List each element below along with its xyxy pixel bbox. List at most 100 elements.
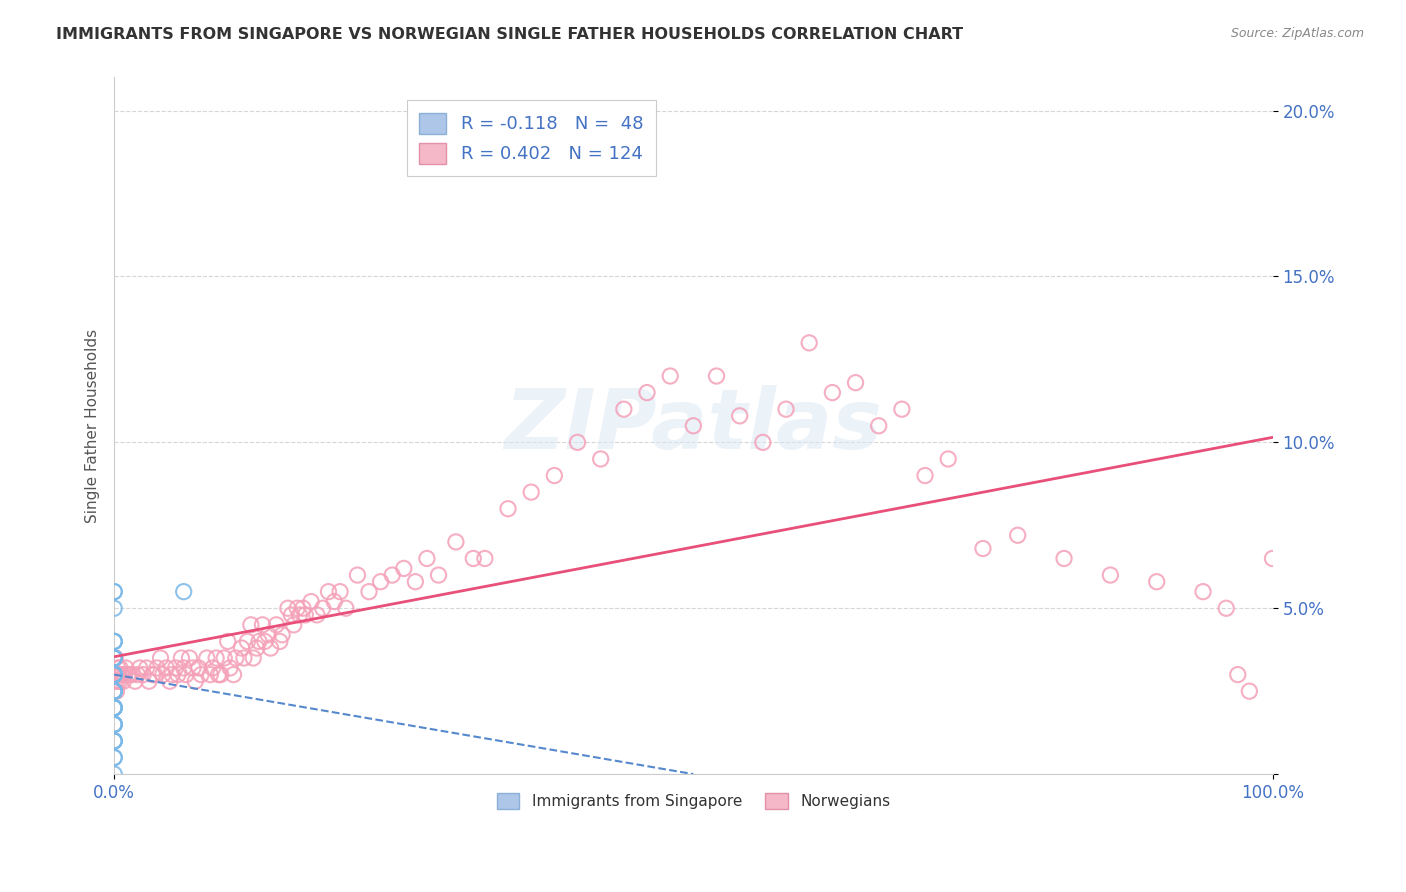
Point (103, 734, 125, 748)
Point (103, 700, 125, 714)
Point (108, 667, 131, 681)
Point (201, 661, 224, 675)
Point (682, 418, 704, 433)
Point (370, 574, 392, 589)
Point (103, 651, 125, 665)
Point (427, 568, 450, 582)
Point (318, 584, 340, 599)
Point (799, 335, 821, 350)
Point (114, 661, 136, 675)
Point (146, 661, 169, 675)
Point (170, 651, 193, 665)
Point (329, 584, 352, 599)
Point (103, 717, 125, 731)
Point (225, 651, 247, 665)
Point (236, 634, 259, 648)
Point (103, 634, 125, 648)
Point (103, 634, 125, 648)
Point (103, 634, 125, 648)
Point (165, 661, 187, 675)
Point (217, 634, 239, 648)
Point (890, 402, 912, 417)
Point (195, 651, 218, 665)
Point (1007, 528, 1029, 542)
Point (266, 617, 288, 632)
Point (103, 717, 125, 731)
Point (174, 667, 197, 681)
Point (323, 594, 346, 608)
Point (269, 634, 291, 648)
Text: Source: ZipAtlas.com: Source: ZipAtlas.com (1230, 27, 1364, 40)
Point (775, 402, 797, 417)
Point (103, 651, 125, 665)
Point (103, 667, 125, 681)
Point (103, 667, 125, 681)
Point (914, 468, 936, 483)
Point (104, 667, 127, 681)
Point (936, 452, 959, 467)
Point (1146, 574, 1168, 589)
Point (222, 667, 245, 681)
Point (207, 667, 229, 681)
Point (232, 651, 254, 665)
Point (103, 684, 125, 698)
Point (118, 667, 141, 681)
Point (103, 684, 125, 698)
Point (253, 634, 276, 648)
Point (283, 617, 305, 632)
Point (392, 561, 415, 575)
Point (404, 574, 426, 589)
Point (103, 667, 125, 681)
Point (271, 628, 294, 642)
Point (868, 418, 890, 433)
Point (1099, 568, 1122, 582)
Point (1239, 684, 1261, 698)
Point (103, 667, 125, 681)
Point (520, 485, 543, 500)
Point (1053, 551, 1076, 566)
Point (294, 607, 316, 622)
Point (280, 607, 302, 622)
Point (103, 684, 125, 698)
Point (247, 634, 270, 648)
Point (496, 501, 519, 516)
Point (257, 628, 280, 642)
Point (103, 700, 125, 714)
Text: ZIPatlas: ZIPatlas (505, 385, 883, 467)
Point (103, 667, 125, 681)
Point (292, 601, 315, 615)
Point (659, 369, 682, 384)
Point (209, 667, 232, 681)
Text: IMMIGRANTS FROM SINGAPORE VS NORWEGIAN SINGLE FATHER HOUSEHOLDS CORRELATION CHAR: IMMIGRANTS FROM SINGAPORE VS NORWEGIAN S… (56, 27, 963, 42)
Point (103, 684, 125, 698)
Point (103, 750, 125, 764)
Point (972, 541, 994, 556)
Point (138, 674, 160, 689)
Point (111, 667, 134, 681)
Point (110, 667, 132, 681)
Point (124, 674, 146, 689)
Point (728, 409, 751, 423)
Point (1261, 551, 1284, 566)
Point (259, 641, 281, 656)
Point (173, 661, 195, 675)
Point (149, 651, 172, 665)
Point (103, 601, 125, 615)
Point (103, 651, 125, 665)
Point (288, 607, 311, 622)
Point (252, 617, 274, 632)
Point (1192, 584, 1215, 599)
Point (103, 667, 125, 681)
Point (103, 717, 125, 731)
Point (212, 651, 235, 665)
Point (181, 661, 204, 675)
Point (104, 651, 127, 665)
Point (103, 667, 125, 681)
Point (103, 700, 125, 714)
Point (103, 700, 125, 714)
Point (107, 667, 129, 681)
Point (752, 435, 775, 450)
Point (335, 601, 357, 615)
Point (346, 568, 368, 582)
Point (239, 617, 262, 632)
